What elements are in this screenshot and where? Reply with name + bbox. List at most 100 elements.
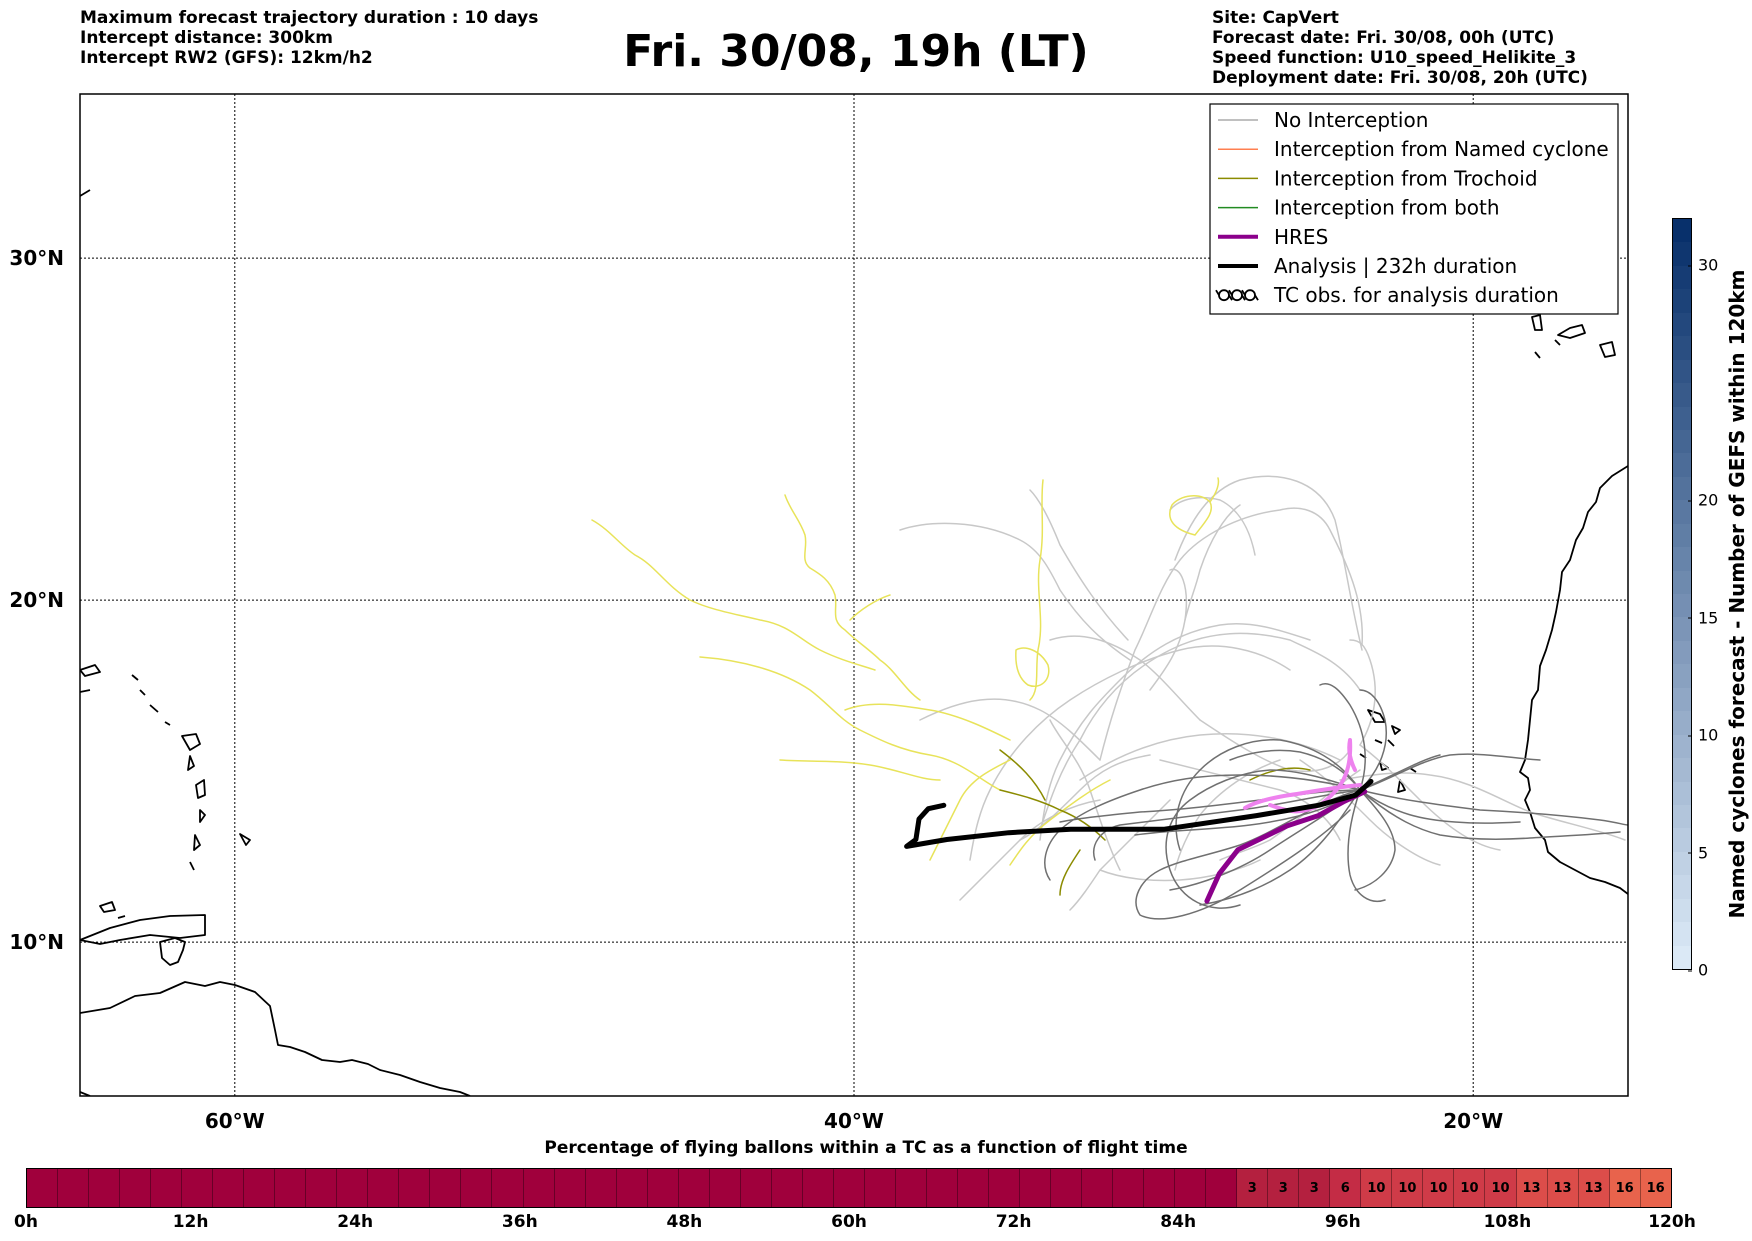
coastline-trinidad (159, 937, 186, 966)
colorbar-tick-label: 30 (1687, 256, 1718, 275)
timeline-title: Percentage of flying ballons within a TC… (544, 1138, 1188, 1158)
colorbar-segment (1673, 922, 1691, 946)
legend-label: Interception from Trochoid (1274, 166, 1538, 190)
page-title: Fri. 30/08, 19h (LT) (623, 26, 1089, 77)
colorbar-segment (1673, 359, 1691, 384)
no-interception-track (959, 799, 1101, 901)
no-interception-track (1159, 759, 1341, 841)
colorbar-label: Named cyclones forecast - Number of GEFS… (1725, 269, 1749, 919)
colorbar-tick-label: 20 (1687, 491, 1718, 510)
lon-tick-label: 20°W (1443, 1109, 1503, 1133)
coastline-venezuela-north (80, 914, 206, 945)
timeline-cell (554, 1169, 586, 1207)
timeline-cell (27, 1169, 59, 1207)
timeline-tick-label: 84h (1160, 1212, 1197, 1232)
timeline-cell (833, 1169, 865, 1207)
no-interception-track (1174, 475, 1363, 651)
timeline-cell (182, 1169, 214, 1207)
timeline-cell (1206, 1169, 1238, 1207)
timeline-tick-label: 96h (1324, 1212, 1361, 1232)
colorbar-segment (1673, 429, 1691, 454)
legend: No Interception Interception from Named c… (1209, 103, 1619, 315)
colorbar-segment (1673, 547, 1691, 571)
lon-tick-label: 40°W (824, 1109, 884, 1133)
no-interception-track (1354, 789, 1396, 891)
colorbar-segment (1673, 687, 1691, 712)
timeline-cell (802, 1169, 834, 1207)
colorbar-segment (1673, 734, 1691, 759)
lon-tick-label: 60°W (205, 1109, 265, 1133)
colorbar-segment (1673, 664, 1691, 688)
header-max-duration: Maximum forecast trajectory duration : 1… (80, 8, 539, 28)
no-interception-track (1319, 683, 1366, 791)
tc-symbol-arm (1215, 289, 1233, 301)
timeline-cell (895, 1169, 927, 1207)
colorbar-segment (1673, 406, 1691, 430)
trochoid-interception-track (1009, 779, 1111, 866)
colorbar-segment (1673, 476, 1691, 501)
timeline-cell: 3 (1268, 1169, 1300, 1207)
timeline-tick-label: 60h (831, 1212, 867, 1232)
timeline-cell (58, 1169, 90, 1207)
trochoid-interception-track (849, 594, 891, 621)
header-right-info: Site: CapVert Forecast date: Fri. 30/08,… (1212, 8, 1588, 88)
trochoid-interception-track (1169, 477, 1220, 536)
timeline-cell (1144, 1169, 1176, 1207)
timeline-cell: 16 (1609, 1169, 1641, 1207)
tc-symbol-arm (1241, 289, 1259, 301)
colorbar-ticks: 0 5 10 15 20 30 (1687, 218, 1732, 980)
legend-label: Analysis | 232h duration (1274, 254, 1517, 278)
timeline-cell (1051, 1169, 1083, 1207)
colorbar-segment (1673, 851, 1691, 876)
timeline-cell (678, 1169, 710, 1207)
no-interception-track (1359, 744, 1501, 851)
timeline-cell (1020, 1169, 1052, 1207)
legend-box (1209, 103, 1619, 315)
no-interception-track (899, 522, 1131, 661)
colorbar-segment (1673, 570, 1691, 594)
timeline-cell: 10 (1423, 1169, 1455, 1207)
colorbar-segment (1673, 640, 1691, 665)
header-speed-function: Speed function: U10_speed_Helikite_3 (1212, 48, 1577, 68)
no-interception-track (1029, 489, 1129, 641)
no-interception-track (1169, 497, 1256, 556)
timeline-cell (957, 1169, 989, 1207)
colorbar-segment (1673, 219, 1691, 243)
legend-label: TC obs. for analysis duration (1273, 283, 1559, 307)
header-intercept-rw2: Intercept RW2 (GFS): 12km/h2 (80, 48, 373, 68)
colorbar-segment (1673, 383, 1691, 407)
timeline-ticks: 0h 12h 24h 36h 48h 60h 72h 84h 96h 108h 120h (14, 1212, 1696, 1236)
colorbar-segment (1673, 758, 1691, 782)
timeline-cell: 13 (1578, 1169, 1610, 1207)
timeline-cell (120, 1169, 152, 1207)
hres-ensemble-track (1243, 783, 1362, 810)
no-interception-track (1049, 719, 1121, 871)
tc-symbol-arm (1228, 289, 1246, 301)
header-forecast-date: Forecast date: Fri. 30/08, 00h (UTC) (1212, 28, 1555, 48)
timeline-tick-label: 36h (501, 1212, 538, 1232)
lat-tick-label: 10°N (9, 930, 64, 954)
colorbar-segment (1673, 523, 1691, 548)
no-interception-track (1339, 772, 1626, 841)
no-interception-track (969, 645, 1291, 861)
timeline-cell (306, 1169, 338, 1207)
timeline-cell (864, 1169, 896, 1207)
no-interception-track (1359, 789, 1621, 840)
timeline-cell: 3 (1299, 1169, 1331, 1207)
no-interception-track (1359, 754, 1441, 791)
timeline-cell (616, 1169, 648, 1207)
colorbar-segment (1673, 617, 1691, 641)
no-interception-track (1099, 507, 1364, 761)
colorbar-tick-label: 0 (1687, 961, 1708, 980)
colorbar-segment (1673, 945, 1691, 969)
tc-symbol-icon (1215, 289, 1259, 302)
trajectory-tracks (591, 475, 1628, 920)
header-site: Site: CapVert (1212, 8, 1339, 28)
trochoid-interception-track (1029, 479, 1044, 701)
timeline-cell: 10 (1361, 1169, 1393, 1207)
lat-tick-label: 30°N (9, 246, 64, 270)
timeline-tick-label: 48h (666, 1212, 703, 1232)
colorbar-segment (1673, 265, 1691, 290)
timeline-cell (740, 1169, 772, 1207)
colorbar-segment (1673, 594, 1691, 618)
